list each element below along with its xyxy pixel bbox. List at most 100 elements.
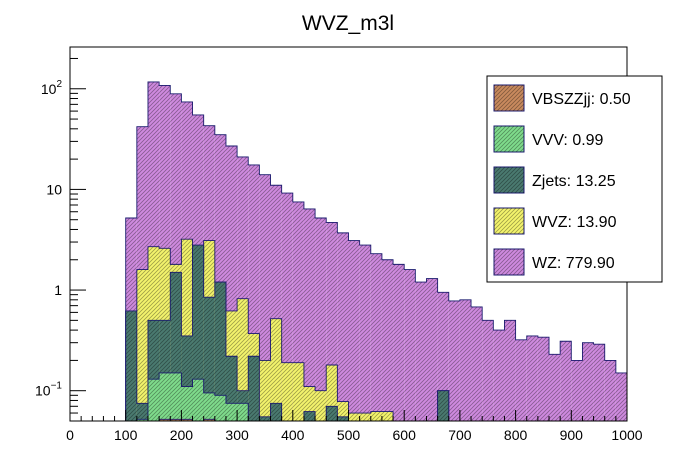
bar-hatch — [270, 185, 282, 421]
y-tick-label: 10−1 — [35, 381, 62, 399]
bar-hatch — [526, 335, 538, 421]
legend-swatch-hatch — [494, 167, 524, 193]
bar-hatch — [359, 413, 371, 421]
bar-hatch — [270, 403, 282, 421]
bar-hatch — [326, 222, 338, 421]
x-tick-label: 600 — [393, 427, 417, 443]
series-vvv — [70, 372, 627, 422]
bar-hatch — [549, 354, 561, 421]
bar-hatch — [348, 413, 360, 421]
bar-hatch — [604, 360, 616, 421]
legend-entry-wvz: WVZ: 13.90 — [493, 207, 617, 235]
legend-entry-wz: WZ: 779.90 — [493, 248, 615, 276]
bar-hatch — [515, 339, 527, 421]
bar-hatch — [537, 337, 550, 421]
bar-hatch — [192, 245, 204, 421]
bar-hatch — [181, 335, 193, 421]
bar-hatch — [393, 264, 405, 421]
bar-hatch — [214, 395, 226, 421]
bar-hatch — [214, 134, 226, 421]
bar-hatch — [348, 240, 360, 421]
legend-label: VVV: 0.99 — [532, 132, 604, 149]
bar-hatch — [281, 193, 293, 421]
bar-hatch — [170, 93, 182, 421]
bar-hatch — [136, 403, 148, 421]
bar-hatch — [225, 145, 238, 421]
y-tick-label: 10 — [46, 181, 62, 197]
bar-hatch — [560, 341, 572, 421]
bar-hatch — [281, 362, 293, 421]
bar-hatch — [404, 269, 416, 421]
bar-hatch — [303, 208, 316, 421]
bar-hatch — [459, 299, 472, 421]
bar-hatch — [203, 419, 215, 421]
bar-hatch — [159, 320, 171, 421]
bar-hatch — [370, 253, 382, 421]
legend-swatch-hatch — [494, 249, 524, 275]
bar-hatch — [259, 360, 271, 421]
bar-hatch — [593, 344, 605, 421]
legend: VBSZZjj: 0.50 VVV: 0.99 Zjets: 13.25 WVZ: 1… — [486, 75, 663, 283]
bar-hatch — [225, 356, 238, 421]
bar-hatch — [159, 372, 171, 421]
legend-swatch-hatch — [494, 126, 524, 152]
bar-hatch — [370, 411, 382, 421]
bar-hatch — [147, 379, 160, 421]
legend-label: WVZ: 13.90 — [532, 214, 617, 231]
bar-hatch — [292, 362, 304, 421]
bar-hatch — [326, 406, 338, 421]
bar-hatch — [237, 298, 249, 421]
bar-hatch — [225, 403, 238, 421]
bar-hatch — [181, 419, 193, 421]
bar-hatch — [493, 330, 505, 421]
bar-hatch — [136, 269, 148, 421]
bar-hatch — [437, 292, 449, 421]
x-tick-label: 1000 — [611, 427, 642, 443]
bar-hatch — [381, 259, 394, 421]
bar-hatch — [203, 297, 215, 421]
legend-entry-vbszzjj: VBSZZjj: 0.50 — [493, 84, 631, 112]
bar-hatch — [259, 174, 271, 421]
bar-hatch — [471, 306, 483, 421]
bar-hatch — [125, 310, 137, 421]
x-tick-label: 0 — [66, 427, 74, 443]
bar-hatch — [337, 232, 349, 421]
x-tick-label: 200 — [170, 427, 194, 443]
bar-hatch — [147, 320, 160, 421]
legend-entry-zjets: Zjets: 13.25 — [493, 166, 616, 194]
bar-hatch — [381, 411, 394, 421]
x-tick-label: 100 — [114, 427, 138, 443]
bar-hatch — [448, 300, 460, 421]
y-tick-base: 10 — [35, 383, 51, 399]
bar-hatch — [615, 372, 627, 421]
bar-hatch — [415, 282, 427, 421]
legend-label: Zjets: 13.25 — [532, 173, 616, 190]
bar-hatch — [192, 379, 204, 421]
bar-hatch — [359, 245, 371, 421]
bar-hatch — [214, 282, 226, 421]
legend-label: WZ: 779.90 — [532, 255, 615, 272]
bar-hatch — [426, 278, 438, 421]
bar-hatch — [337, 416, 349, 421]
legend-swatch-hatch — [494, 85, 524, 111]
bar-hatch — [159, 419, 171, 421]
bar-hatch — [582, 342, 594, 421]
y-tick-label: 1 — [54, 282, 62, 298]
bar-hatch — [482, 320, 494, 421]
bar-hatch — [136, 419, 148, 421]
y-tick-label: 102 — [41, 79, 63, 97]
bar-hatch — [315, 390, 327, 421]
bar-hatch — [181, 386, 193, 421]
bar-hatch — [181, 239, 193, 421]
x-tick-label: 500 — [337, 427, 361, 443]
histogram-stack — [70, 81, 628, 422]
bar-hatch — [170, 372, 182, 421]
bar-hatch — [571, 360, 583, 421]
bar-hatch — [326, 365, 338, 421]
bar-hatch — [315, 217, 327, 421]
bar-hatch — [303, 386, 316, 421]
legend-label: VBSZZjj: 0.50 — [532, 91, 631, 108]
x-tick-label: 800 — [504, 427, 528, 443]
bar-hatch — [504, 320, 516, 421]
